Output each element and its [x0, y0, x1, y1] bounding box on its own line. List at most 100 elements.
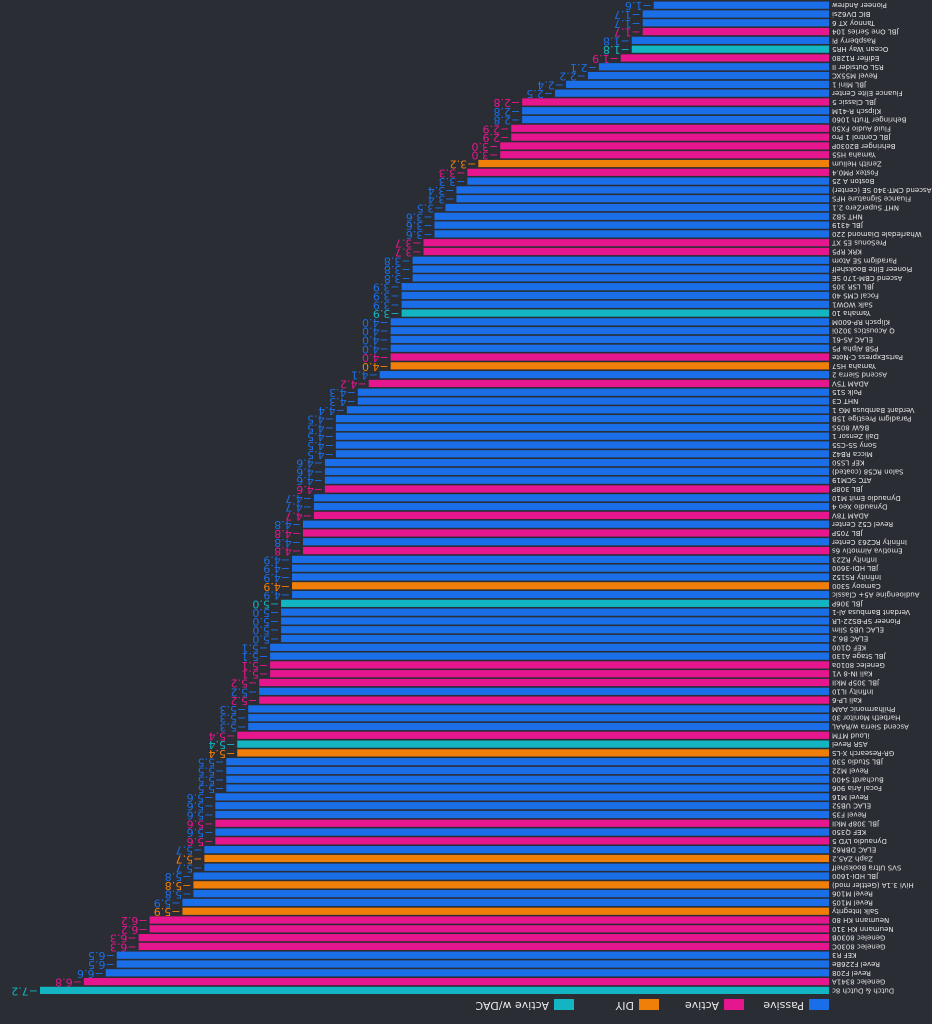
bar-value-label: −2.8 [493, 96, 520, 109]
bar-value-label: −5.7 [176, 844, 203, 857]
bar-value-label: −5.0 [252, 624, 279, 637]
bar-category-label: JBL 305P MkII [832, 679, 880, 687]
bar [500, 151, 829, 159]
bar-category-label: JBL 308P [832, 485, 864, 493]
bar-value-label: −4.8 [274, 527, 301, 540]
bar-category-label: KEF R3 [832, 951, 857, 959]
bar-value-label: −4.6 [296, 465, 323, 478]
bar [412, 265, 829, 273]
bar-value-label: −5.7 [176, 861, 203, 874]
bar [467, 168, 829, 176]
bar-value-label: −4.7 [285, 509, 312, 522]
bar-category-label: Verdant Bambusa MG 1 [832, 406, 915, 414]
bar-category-label: Pioneer Elite Bookshelf [831, 265, 912, 273]
legend-label: Active w/DAC [475, 999, 549, 1012]
bar-value-label: −4.8 [274, 518, 301, 531]
bar-category-label: Tannoy XT 6 [831, 19, 875, 27]
bar [324, 467, 829, 476]
bar-value-label: −4.6 [296, 457, 323, 470]
legend-swatch [809, 999, 829, 1010]
bar [116, 951, 830, 959]
legend-label: DIY [615, 999, 634, 1012]
bar-category-label: Paradigm SE Atom [832, 256, 897, 264]
bar [587, 71, 829, 80]
bar [149, 916, 830, 924]
bar-category-label: JBL Studio 530 [832, 758, 884, 766]
bar [522, 98, 829, 106]
bar [434, 221, 829, 229]
bar-value-label: −3.7 [395, 245, 422, 258]
bar [335, 432, 829, 440]
bar [215, 819, 830, 827]
bar-category-label: JBL 705P [832, 529, 864, 537]
bar [270, 670, 829, 678]
bar [303, 520, 829, 528]
bar [138, 934, 829, 942]
bar-category-label: Dynaudio Xeo 4 [831, 503, 887, 511]
bar-category-label: HiVi 3.1A (Gettler mod) [832, 881, 914, 889]
bar-category-label: NHT SB2 [832, 212, 863, 220]
bar-category-label: Revel C52 Center [832, 520, 893, 528]
bar [434, 212, 829, 220]
bar [215, 828, 830, 836]
bar [401, 300, 829, 308]
bar-value-label: −5.6 [187, 800, 214, 813]
bar-value-label: −5.2 [230, 685, 257, 698]
bar [412, 256, 829, 264]
bar-value-label: −4.9 [263, 553, 290, 566]
bar-value-label: −1.7 [614, 8, 641, 21]
bar [631, 36, 829, 44]
bar [313, 511, 829, 519]
bar-value-label: −3.6 [406, 210, 433, 223]
bar [281, 608, 829, 616]
bar [281, 617, 829, 625]
bar-category-label: Ascend CBM-170 SE [832, 274, 902, 282]
bar-category-label: Salk Integrity [832, 907, 879, 915]
bar-category-label: KRK RP5 [832, 247, 862, 255]
bar-value-label: −4.9 [263, 571, 290, 584]
bar [642, 10, 829, 18]
bar-value-label: −6.8 [55, 976, 82, 989]
bar-value-label: −5.6 [187, 808, 214, 821]
bar [412, 274, 829, 282]
bar-value-label: −3.0 [472, 149, 499, 162]
bar-category-label: Philharmonic AAM [832, 705, 895, 713]
bar [357, 397, 829, 405]
bar [335, 450, 829, 458]
bar-category-label: ATC SCM19 [832, 476, 872, 484]
bar-category-label: B&W 805S [831, 423, 869, 431]
bar [324, 476, 829, 484]
bar-value-label: −5.3 [219, 703, 246, 716]
bar [456, 195, 829, 203]
bar-value-label: −3.4 [428, 193, 455, 206]
bar-value-label: −5.5 [198, 773, 225, 786]
bar [105, 969, 829, 977]
bar [292, 582, 830, 590]
bar-category-label: Kali IN-8 V1 [832, 670, 873, 678]
bar-value-label: −5.4 [209, 729, 236, 742]
bar-category-label: ELAC B6.2 [832, 635, 868, 643]
bar-value-label: −2.9 [482, 131, 509, 144]
bar-value-label: −5.6 [187, 817, 214, 830]
bar-category-label: ELAC UB5 Slim [832, 626, 884, 634]
legend-swatch [639, 999, 659, 1010]
bar [390, 318, 829, 326]
bar-category-label: Yamaha HS5 [832, 151, 877, 159]
bar-value-label: −4.5 [307, 439, 334, 452]
bar [138, 942, 829, 951]
bar-value-label: −6.6 [77, 967, 104, 980]
bar-value-label: −4.5 [307, 413, 334, 426]
bar-value-label: −4.1 [351, 369, 378, 382]
legend-label: Active [685, 999, 719, 1012]
bar-value-label: −5.8 [165, 888, 192, 901]
bar-value-label: −3.0 [472, 140, 499, 153]
bar-category-label: Genelec 8030C [832, 942, 886, 950]
bar-category-label: JBL Control 1 Pro [832, 133, 891, 141]
bar-value-label: −5.0 [252, 606, 279, 619]
bar-category-label: Pioneer SP-BS22-LR [832, 617, 901, 625]
bar-value-label: −2.1 [570, 61, 597, 74]
bar [248, 722, 830, 731]
legend-label: Passive [763, 999, 804, 1012]
bar-category-label: Klipsch RP-600M [832, 318, 890, 326]
bar-category-label: Genelec 8341A [832, 978, 886, 986]
